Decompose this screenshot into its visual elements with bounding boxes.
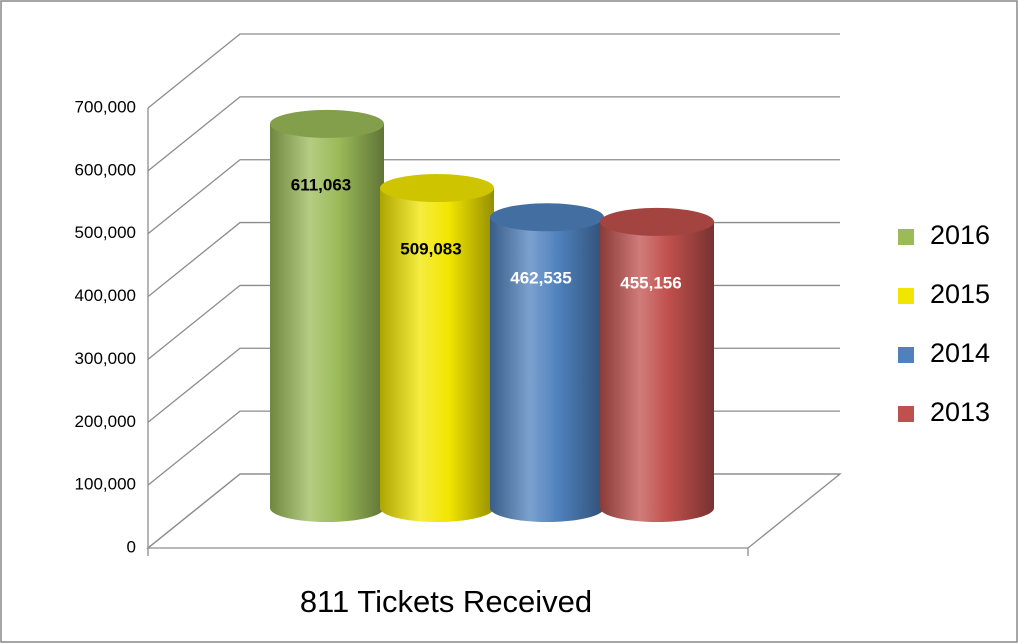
- bar: [270, 109, 384, 522]
- legend-label: 2016: [930, 220, 990, 250]
- y-tick-label: 200,000: [75, 412, 136, 431]
- y-tick-label: 100,000: [75, 475, 136, 494]
- y-tick-label: 400,000: [75, 286, 136, 305]
- cylinder-top: [380, 174, 494, 203]
- grid-line: [147, 33, 840, 109]
- data-label: 455,156: [620, 273, 681, 292]
- legend-label: 2014: [930, 338, 990, 368]
- y-tick-label: 500,000: [75, 223, 136, 242]
- y-tick-label: 0: [127, 537, 136, 556]
- bar: [490, 203, 604, 522]
- legend-swatch: [898, 347, 914, 363]
- bar: [600, 207, 714, 522]
- legend-swatch: [898, 406, 914, 422]
- legend-swatch: [898, 229, 914, 245]
- y-tick-label: 600,000: [75, 160, 136, 179]
- data-label: 509,083: [400, 239, 461, 258]
- legend-label: 2015: [930, 279, 990, 309]
- cylinder-body: [380, 188, 494, 522]
- data-label: 462,535: [510, 269, 571, 288]
- cylinder-top: [600, 207, 714, 236]
- cylinder-top: [490, 203, 604, 232]
- y-tick-label: 300,000: [75, 349, 136, 368]
- legend-swatch: [898, 288, 914, 304]
- bar: [380, 174, 494, 522]
- data-label: 611,063: [291, 175, 352, 194]
- cylinder-top: [270, 109, 384, 138]
- x-tick-label: 811 Tickets Received: [300, 584, 592, 619]
- grid-line: [147, 96, 840, 172]
- legend-label: 2013: [930, 397, 990, 427]
- cylinder-body: [270, 123, 384, 522]
- y-tick-label: 700,000: [75, 97, 136, 116]
- cylinder-body: [600, 221, 714, 522]
- cylinder-body: [490, 217, 604, 522]
- grid-line: [147, 159, 840, 235]
